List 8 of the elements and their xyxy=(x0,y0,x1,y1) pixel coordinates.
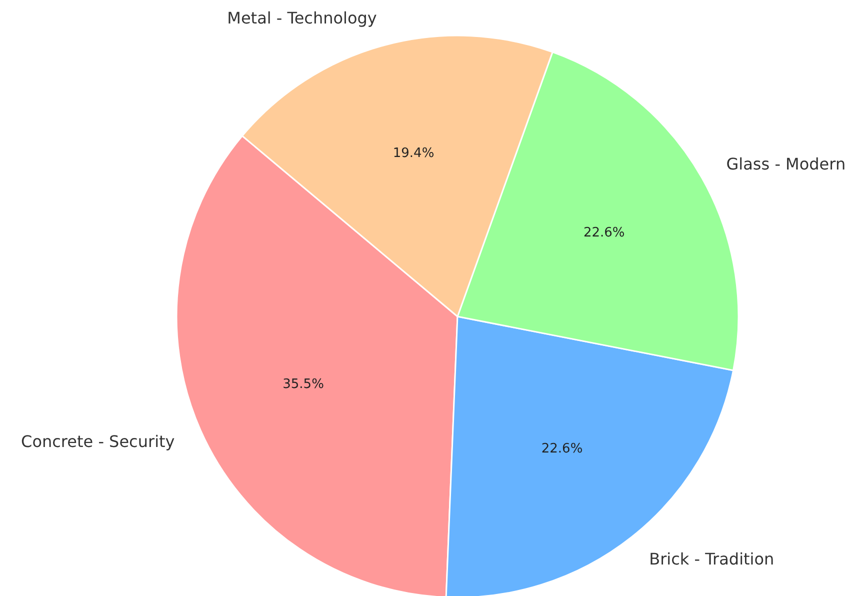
data-label: 22.6% xyxy=(541,441,583,456)
slice-label: Brick - Tradition xyxy=(649,550,774,569)
slice-label: Glass - Modern xyxy=(726,154,846,174)
data-label: 22.6% xyxy=(583,226,625,241)
slice-label: Metal - Technology xyxy=(227,8,377,28)
data-label: 19.4% xyxy=(392,146,434,162)
slice-label: Concrete - Security xyxy=(21,432,175,451)
data-label: 35.5% xyxy=(282,377,324,392)
